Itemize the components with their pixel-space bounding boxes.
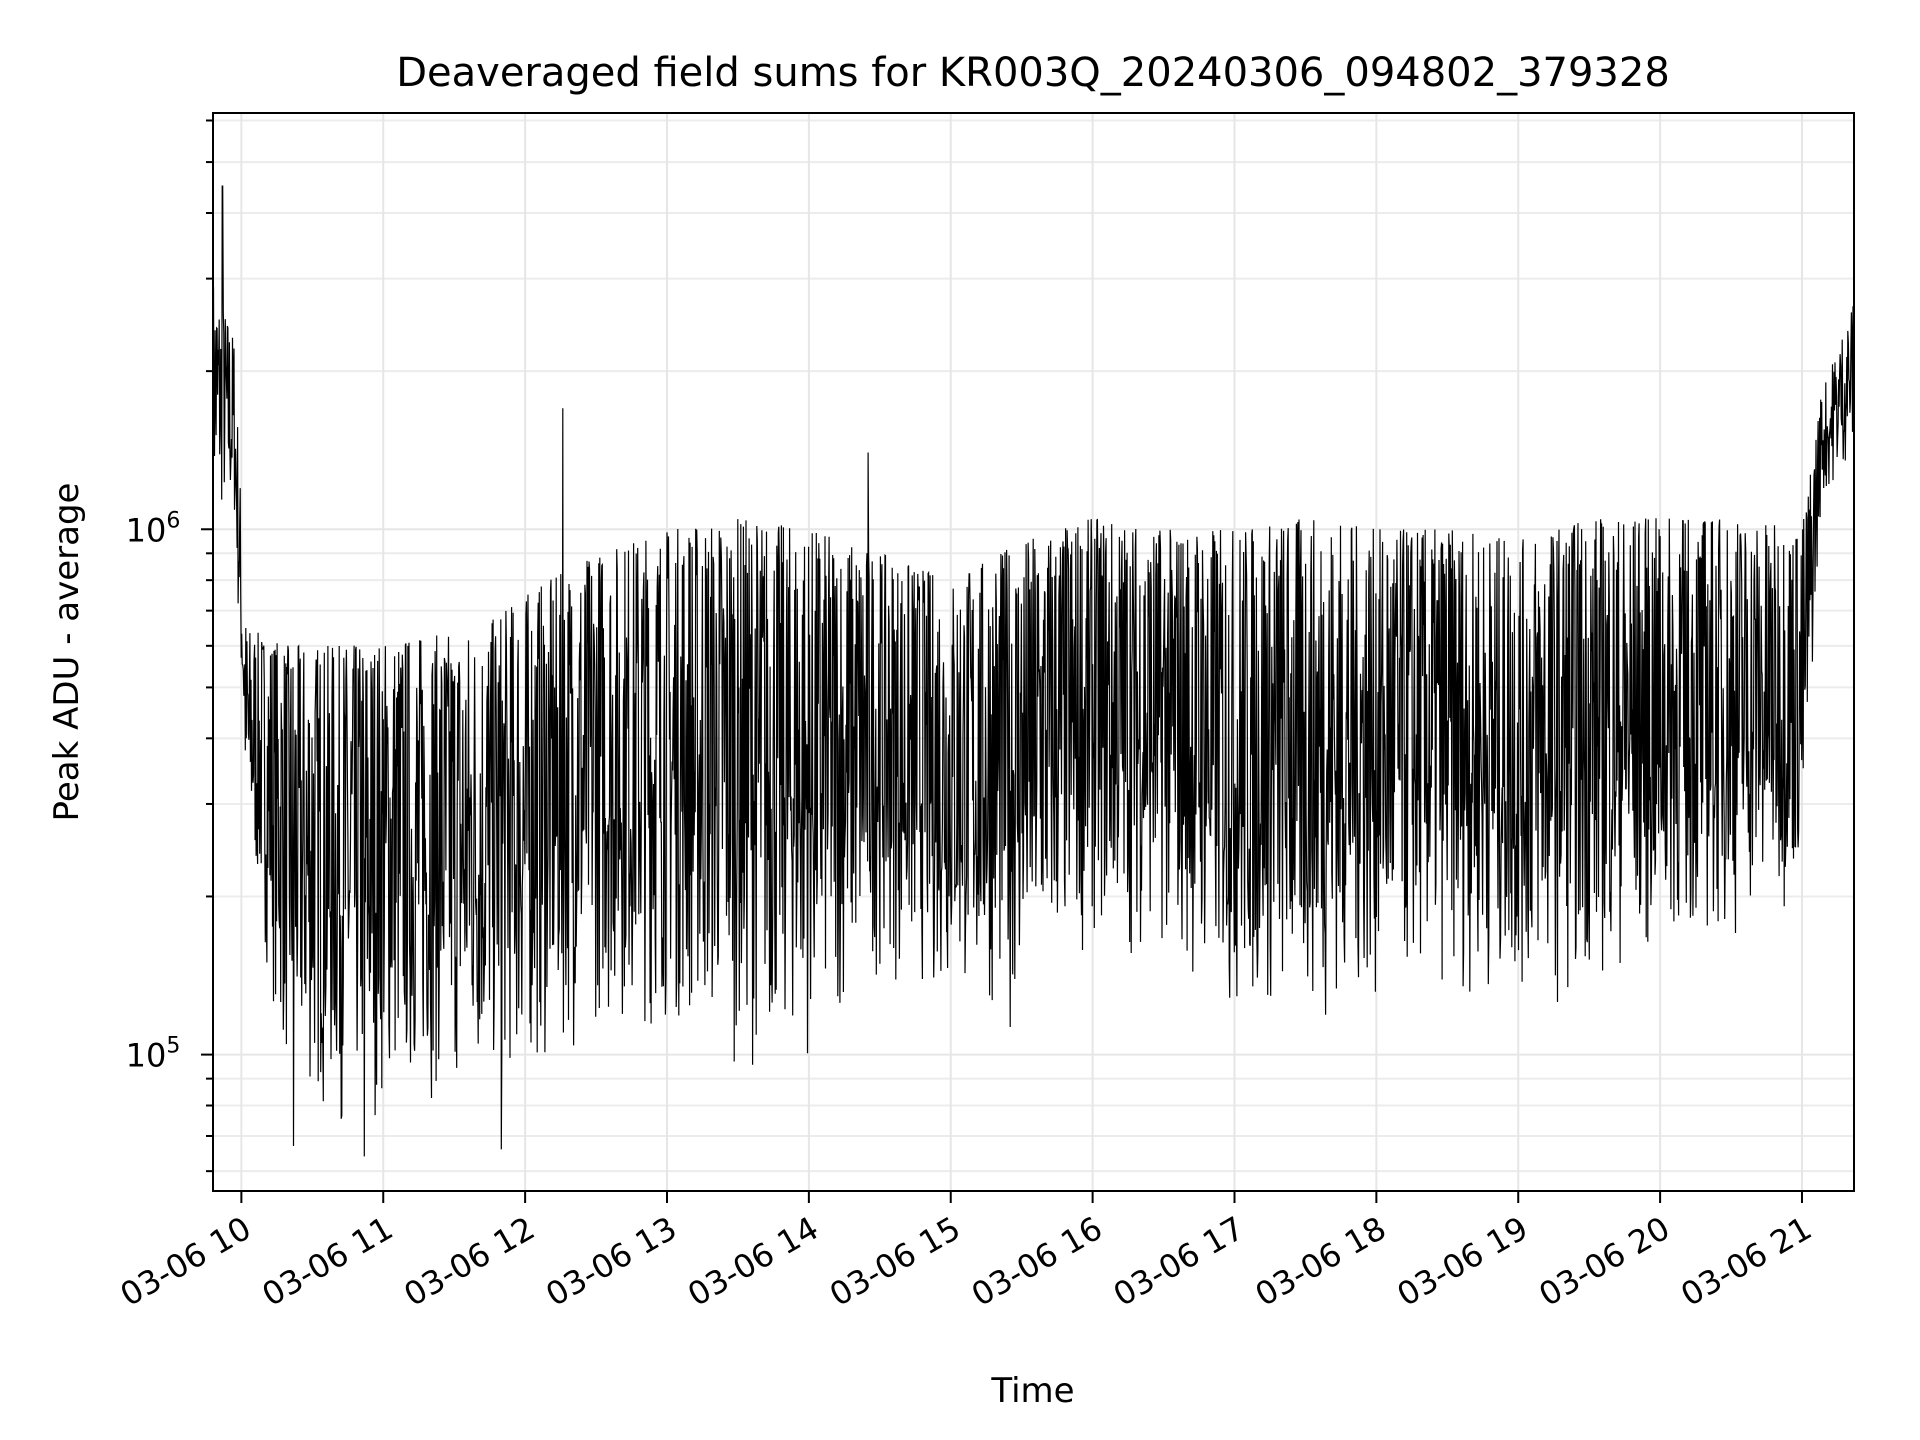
x-tick-label: 03-06 20: [1533, 1209, 1677, 1314]
x-tick-label: 03-06 19: [1391, 1209, 1535, 1314]
y-axis-label: Peak ADU - average: [47, 483, 87, 822]
x-tick-label: 03-06 13: [539, 1209, 683, 1314]
x-tick-label: 03-06 16: [965, 1209, 1109, 1314]
x-tick-label: 03-06 10: [114, 1209, 258, 1314]
x-tick-label: 03-06 18: [1249, 1209, 1393, 1314]
x-axis-label: Time: [990, 1371, 1074, 1411]
chart-title: Deaveraged field sums for KR003Q_2024030…: [396, 50, 1670, 96]
series-line: [212, 185, 1855, 1157]
x-tick-label: 03-06 21: [1674, 1209, 1818, 1314]
y-tick-label: 106: [126, 508, 181, 549]
y-tick-label: 105: [126, 1034, 181, 1075]
x-tick-label: 03-06 15: [823, 1209, 967, 1314]
plot-area-frame: [212, 112, 1855, 1192]
x-tick-label: 03-06 12: [398, 1209, 542, 1314]
x-tick-label: 03-06 11: [256, 1209, 400, 1314]
x-tick-label: 03-06 17: [1107, 1209, 1251, 1314]
x-tick-label: 03-06 14: [681, 1209, 825, 1314]
